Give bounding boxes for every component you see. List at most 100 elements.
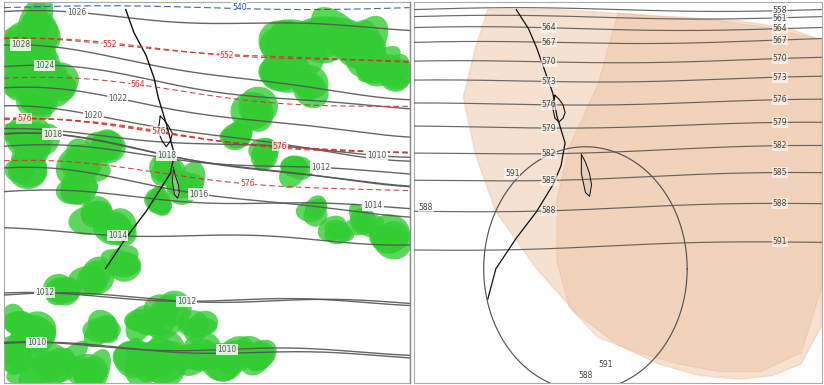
Ellipse shape xyxy=(8,153,47,189)
Ellipse shape xyxy=(21,42,61,93)
Ellipse shape xyxy=(68,266,108,296)
Ellipse shape xyxy=(41,62,79,97)
Ellipse shape xyxy=(9,120,31,150)
Ellipse shape xyxy=(291,73,324,95)
Ellipse shape xyxy=(156,291,192,326)
Polygon shape xyxy=(172,168,180,198)
Ellipse shape xyxy=(65,354,108,385)
Ellipse shape xyxy=(4,311,31,334)
Ellipse shape xyxy=(7,68,36,94)
Ellipse shape xyxy=(2,122,40,147)
Ellipse shape xyxy=(26,11,59,54)
Ellipse shape xyxy=(61,169,97,205)
Ellipse shape xyxy=(76,349,111,385)
Ellipse shape xyxy=(148,303,176,336)
Ellipse shape xyxy=(82,196,112,225)
Ellipse shape xyxy=(0,336,31,374)
Ellipse shape xyxy=(234,336,269,369)
Ellipse shape xyxy=(382,60,414,89)
Ellipse shape xyxy=(109,245,138,269)
Text: 591: 591 xyxy=(773,238,787,246)
Ellipse shape xyxy=(49,277,82,303)
Ellipse shape xyxy=(81,256,112,290)
Ellipse shape xyxy=(328,224,354,241)
Ellipse shape xyxy=(89,321,118,343)
Text: 576: 576 xyxy=(541,100,556,109)
Ellipse shape xyxy=(354,38,384,76)
Ellipse shape xyxy=(369,214,410,253)
Ellipse shape xyxy=(24,91,49,114)
Ellipse shape xyxy=(4,60,41,101)
Ellipse shape xyxy=(376,221,410,253)
Ellipse shape xyxy=(44,277,73,305)
Ellipse shape xyxy=(216,336,255,374)
Ellipse shape xyxy=(173,346,221,370)
Ellipse shape xyxy=(242,341,274,370)
Ellipse shape xyxy=(305,195,326,219)
Ellipse shape xyxy=(60,178,98,203)
Text: 585: 585 xyxy=(773,168,787,177)
Ellipse shape xyxy=(150,186,171,215)
Ellipse shape xyxy=(377,57,411,92)
Ellipse shape xyxy=(248,138,279,162)
Ellipse shape xyxy=(135,314,160,336)
Ellipse shape xyxy=(369,225,403,254)
Ellipse shape xyxy=(148,186,166,213)
Ellipse shape xyxy=(318,216,347,241)
Ellipse shape xyxy=(18,348,74,385)
Text: 561: 561 xyxy=(773,13,787,22)
Text: 591: 591 xyxy=(505,169,519,178)
Text: 588: 588 xyxy=(578,371,592,380)
Ellipse shape xyxy=(49,278,80,306)
Ellipse shape xyxy=(149,153,181,184)
Ellipse shape xyxy=(66,139,98,175)
Ellipse shape xyxy=(113,341,162,375)
Ellipse shape xyxy=(21,39,59,95)
Text: 582: 582 xyxy=(541,149,556,158)
Ellipse shape xyxy=(206,347,241,382)
Ellipse shape xyxy=(16,93,52,121)
Ellipse shape xyxy=(125,313,166,335)
Ellipse shape xyxy=(231,92,271,130)
Ellipse shape xyxy=(11,147,36,178)
Ellipse shape xyxy=(5,328,34,365)
Ellipse shape xyxy=(258,56,299,89)
Text: 1014: 1014 xyxy=(108,231,127,240)
Ellipse shape xyxy=(261,50,311,87)
Ellipse shape xyxy=(4,311,35,335)
Ellipse shape xyxy=(288,156,313,180)
Ellipse shape xyxy=(11,318,56,352)
Ellipse shape xyxy=(81,201,113,224)
Ellipse shape xyxy=(280,156,306,175)
Ellipse shape xyxy=(127,338,155,382)
Ellipse shape xyxy=(20,124,50,156)
Ellipse shape xyxy=(91,131,126,163)
Ellipse shape xyxy=(29,124,60,156)
Ellipse shape xyxy=(12,315,55,355)
Text: 588: 588 xyxy=(773,199,787,208)
Ellipse shape xyxy=(0,55,33,98)
Ellipse shape xyxy=(176,340,216,376)
Ellipse shape xyxy=(180,173,204,196)
Ellipse shape xyxy=(33,69,74,98)
Text: 1024: 1024 xyxy=(35,61,54,70)
Ellipse shape xyxy=(327,33,384,66)
Ellipse shape xyxy=(81,202,110,228)
Ellipse shape xyxy=(261,61,299,91)
Ellipse shape xyxy=(114,341,152,378)
Ellipse shape xyxy=(61,177,90,204)
Ellipse shape xyxy=(21,11,61,51)
Ellipse shape xyxy=(133,342,165,372)
Ellipse shape xyxy=(109,252,142,282)
Text: 1016: 1016 xyxy=(189,189,208,199)
Polygon shape xyxy=(582,154,592,196)
Ellipse shape xyxy=(311,7,368,61)
Text: 1026: 1026 xyxy=(68,8,87,17)
Ellipse shape xyxy=(355,50,393,84)
Ellipse shape xyxy=(254,145,277,171)
Polygon shape xyxy=(557,13,822,372)
Ellipse shape xyxy=(253,138,278,165)
Ellipse shape xyxy=(166,344,216,370)
Ellipse shape xyxy=(293,75,329,108)
Ellipse shape xyxy=(0,340,31,367)
